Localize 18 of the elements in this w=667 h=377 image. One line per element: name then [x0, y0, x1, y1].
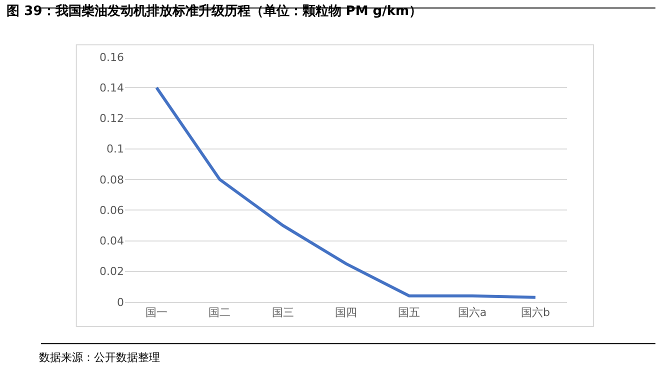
y-tick-label: 0.02 — [100, 265, 124, 278]
y-tick-label: 0.04 — [100, 234, 124, 248]
y-tick-label: 0 — [117, 296, 124, 309]
x-tick-label: 国五 — [398, 306, 420, 320]
x-tick-label: 国一 — [146, 306, 168, 320]
y-tick-label: 0.16 — [100, 50, 124, 64]
x-tick-label: 国六b — [520, 306, 550, 320]
y-tick-label: 0.1 — [106, 142, 124, 156]
y-tick-label: 0.14 — [100, 81, 124, 94]
x-tick-label: 国二 — [208, 306, 231, 320]
x-tick-label: 国四 — [335, 306, 357, 320]
source-note: 数据来源：公开数据整理 — [39, 351, 160, 364]
y-tick-label: 0.06 — [100, 204, 124, 217]
line-series — [155, 86, 537, 299]
y-tick-label: 0.12 — [100, 112, 124, 126]
x-tick-label: 国三 — [272, 306, 294, 320]
y-tick-label: 0.08 — [100, 173, 124, 186]
x-tick-label: 国六a — [458, 306, 487, 320]
